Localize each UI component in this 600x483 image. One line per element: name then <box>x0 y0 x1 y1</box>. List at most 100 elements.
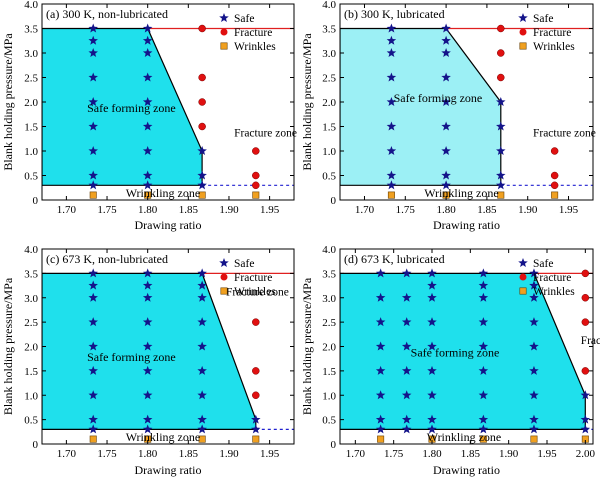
legend-fracture-circle <box>519 273 527 281</box>
y-tick-label: 2.5 <box>24 73 38 85</box>
fracture-circle-point <box>550 181 559 190</box>
safe-zone-label: Safe forming zone <box>87 350 176 364</box>
safe-star-point <box>142 170 153 180</box>
safe-star-point <box>427 292 437 302</box>
panel-label: (b) 300 K, lubricated <box>344 7 445 21</box>
x-axis-title: Drawing ratio <box>135 463 202 477</box>
safe-star-point <box>197 341 207 351</box>
plot-area <box>42 23 294 199</box>
safe-star-point <box>88 424 98 434</box>
safe-star-point <box>427 414 437 424</box>
x-tick-label: 1.75 <box>97 448 117 460</box>
fracture-circle-point <box>198 24 206 33</box>
wrinkle-square-point <box>479 435 487 443</box>
wrinkle-square-point <box>497 191 505 199</box>
safe-star-point <box>197 390 207 400</box>
safe-star-point <box>142 35 153 45</box>
safe-star-point <box>142 268 153 278</box>
safe-star-point <box>197 146 207 156</box>
x-tick-label: 1.90 <box>518 204 538 216</box>
legend-wrinkles-label: Wrinkles <box>234 286 276 298</box>
x-tick-label: 1.95 <box>260 448 280 460</box>
x-tick-label: 1.75 <box>384 448 404 460</box>
legend-wrinkles-label: Wrinkles <box>533 41 575 53</box>
safe-star-point <box>375 424 386 434</box>
safe-star-point <box>496 97 506 107</box>
safe-star-point <box>142 97 153 107</box>
safe-star-point <box>142 365 153 375</box>
safe-star-point <box>375 365 386 375</box>
y-tick-label: 4.0 <box>322 244 336 256</box>
chart-panel-4: Safe forming zone Fracture zone Wrinkling … <box>300 244 600 477</box>
safe-star-point <box>529 414 539 424</box>
legend-safe-label: Safe <box>234 13 254 25</box>
fracture-circle-point <box>198 73 206 82</box>
safe-star-point <box>88 72 98 82</box>
y-tick-label: 1.5 <box>24 366 38 378</box>
safe-star-point <box>88 170 98 180</box>
y-tick-label: 1.0 <box>322 146 336 158</box>
safe-star-point <box>142 414 153 424</box>
y-tick-label: 1.0 <box>24 146 38 158</box>
safe-star-point <box>251 424 261 434</box>
safe-star-point <box>529 424 539 434</box>
safe-star-point <box>478 341 489 351</box>
y-axis-title: Blank holding pressure/MPa <box>300 33 314 171</box>
legend-safe-star <box>518 258 528 268</box>
y-tick-label: 4.0 <box>24 244 38 256</box>
safe-star-point <box>441 48 451 58</box>
y-tick-label: 0 <box>33 439 39 451</box>
y-tick-label: 2.0 <box>24 97 38 109</box>
x-tick-label: 1.85 <box>477 204 497 216</box>
x-tick-label: 1.70 <box>346 448 366 460</box>
y-tick-label: 1.5 <box>322 366 336 378</box>
safe-star-point <box>441 170 451 180</box>
safe-star-point <box>88 97 98 107</box>
fracture-circle-point <box>252 181 260 190</box>
legend-fracture-circle <box>519 28 527 36</box>
y-tick-label: 2.5 <box>24 317 38 329</box>
safe-star-point <box>197 317 207 327</box>
y-tick-label: 3.5 <box>24 268 38 280</box>
safe-star-point <box>441 35 451 45</box>
safe-star-point <box>427 424 437 434</box>
safe-star-point <box>529 292 539 302</box>
x-tick-label: 1.80 <box>138 448 158 460</box>
fracture-circle-point <box>581 269 590 278</box>
safe-star-point <box>401 414 412 424</box>
wrinkle-square-point <box>387 191 395 199</box>
safe-star-point <box>142 146 153 156</box>
safe-star-point <box>580 424 591 434</box>
safe-star-point <box>88 48 98 58</box>
legend-wrinkles-label: Wrinkles <box>533 286 575 298</box>
wrinkling-zone-label: Wrinkling zone <box>424 186 499 200</box>
safe-star-point <box>197 280 207 290</box>
wrinkle-square-point <box>530 435 538 443</box>
fracture-zone-label: Fracture zone <box>533 127 596 139</box>
safe-zone-label: Safe forming zone <box>411 345 500 359</box>
x-tick-label: 1.75 <box>97 204 117 216</box>
wrinkle-square-point <box>377 435 385 443</box>
safe-star-point <box>529 390 539 400</box>
wrinkle-square-point <box>198 191 206 199</box>
legend-wrinkles-square <box>519 42 527 50</box>
wrinkling-zone-label: Wrinkling zone <box>126 186 201 200</box>
safe-star-point <box>478 280 489 290</box>
safe-star-point <box>401 317 412 327</box>
y-tick-label: 2.5 <box>322 73 336 85</box>
x-tick-label: 1.80 <box>436 204 456 216</box>
y-axis-title: Blank holding pressure/MPa <box>1 33 15 171</box>
x-tick-label: 1.90 <box>219 204 239 216</box>
safe-star-point <box>496 170 506 180</box>
safe-star-point <box>529 365 539 375</box>
wrinkle-square-point <box>252 435 260 443</box>
safe-star-point <box>401 292 412 302</box>
y-tick-label: 0.5 <box>24 171 38 183</box>
safe-star-point <box>427 390 437 400</box>
legend-fracture-label: Fracture <box>533 27 571 39</box>
x-tick-label: 1.85 <box>179 204 199 216</box>
safe-star-point <box>88 35 98 45</box>
y-tick-label: 2.5 <box>322 317 336 329</box>
panel-label: (c) 673 K, non-lubricated <box>46 252 168 266</box>
safe-star-point <box>142 341 153 351</box>
